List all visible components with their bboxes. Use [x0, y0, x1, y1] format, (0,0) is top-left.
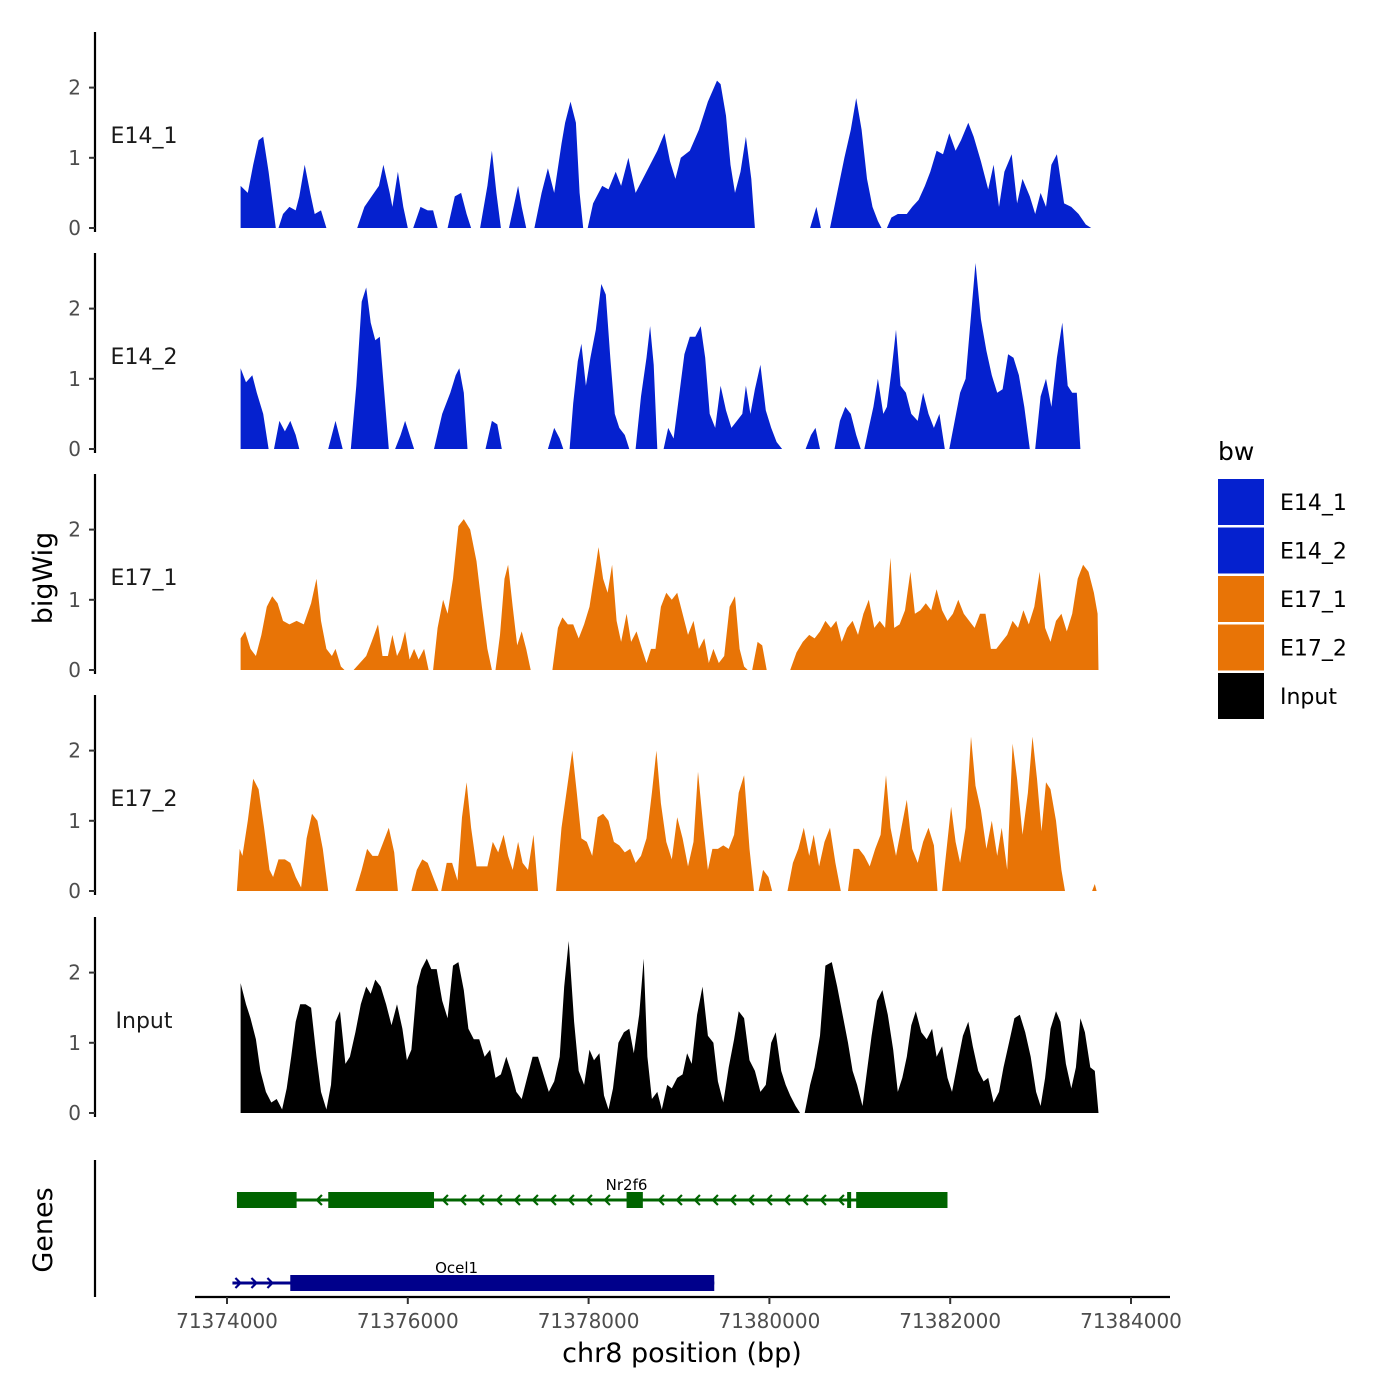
x-tick-label: 71374000: [176, 1309, 278, 1333]
legend: bw E14_1 E14_2 E17_1 E17_2 Input: [1218, 437, 1347, 719]
track-label: E14_1: [111, 124, 178, 149]
strand-arrow-icon: [567, 1194, 575, 1206]
y-tick-label: 2: [68, 297, 81, 321]
exon-block: [856, 1192, 948, 1208]
strand-arrow-icon: [459, 1194, 467, 1206]
legend-label: E17_2: [1280, 637, 1347, 662]
y-tick-label: 1: [68, 146, 81, 170]
y-tick-label: 1: [68, 809, 81, 833]
strand-arrow-icon: [531, 1194, 539, 1206]
gene-label: Nr2f6: [606, 1176, 648, 1194]
legend-label: E14_1: [1280, 491, 1347, 516]
exon-block: [626, 1192, 643, 1208]
track-e17-2: 0 1 2 E17_2: [68, 695, 1097, 903]
strand-arrow-icon: [585, 1194, 593, 1206]
track-label: E17_1: [111, 566, 178, 591]
y-axis-title: bigWig: [28, 532, 59, 625]
y-tick-label: 0: [68, 658, 81, 682]
y-tick-label: 2: [68, 518, 81, 542]
exon-block: [328, 1192, 435, 1208]
genes-axis-title: Genes: [28, 1187, 59, 1272]
strand-arrow-icon: [765, 1194, 773, 1206]
gene-nr2f6: Nr2f6: [236, 1176, 948, 1208]
strand-arrow-icon: [711, 1194, 719, 1206]
strand-arrow-icon: [693, 1194, 701, 1206]
signal-area-e17-2: [236, 736, 1097, 891]
strand-arrow-icon: [513, 1194, 521, 1206]
genes-panel: Nr2f6 Ocel1: [93, 1160, 948, 1297]
strand-arrow-icon: [266, 1277, 274, 1289]
track-label: Input: [116, 1009, 173, 1034]
strand-arrow-icon: [441, 1194, 449, 1206]
strand-arrow-icon: [549, 1194, 557, 1206]
y-tick-label: 1: [68, 588, 81, 612]
strand-arrow-icon: [783, 1194, 791, 1206]
gene-ocel1: Ocel1: [232, 1259, 715, 1291]
x-axis-title: chr8 position (bp): [562, 1338, 802, 1369]
y-tick-label: 0: [68, 216, 81, 240]
exon-block: [290, 1275, 715, 1291]
signal-area-e17-1: [240, 519, 1099, 670]
strand-arrow-icon: [250, 1277, 258, 1289]
legend-swatch: [1218, 527, 1264, 574]
strand-arrow-icon: [729, 1194, 737, 1206]
legend-label: Input: [1280, 685, 1337, 710]
strand-arrow-icon: [801, 1194, 809, 1206]
legend-label: E17_1: [1280, 588, 1347, 613]
signal-area-e14-1: [240, 80, 1092, 228]
track-label: E17_2: [111, 787, 178, 812]
legend-swatch: [1218, 576, 1264, 622]
gene-label: Ocel1: [435, 1259, 478, 1277]
legend-swatch: [1218, 673, 1264, 719]
strand-arrow-icon: [657, 1194, 665, 1206]
x-tick-label: 71380000: [719, 1309, 821, 1333]
y-tick-label: 0: [68, 1101, 81, 1125]
legend-swatch: [1218, 479, 1264, 525]
track-label: E14_2: [111, 345, 178, 370]
legend-swatch: [1218, 624, 1264, 671]
legend-title: bw: [1218, 437, 1254, 466]
legend-label: E14_2: [1280, 540, 1347, 565]
y-tick-label: 0: [68, 879, 81, 903]
x-tick-label: 71378000: [538, 1309, 640, 1333]
strand-arrow-icon: [495, 1194, 503, 1206]
strand-arrow-icon: [234, 1277, 242, 1289]
exon-block: [236, 1192, 297, 1208]
track-e14-2: 0 1 2 E14_2: [68, 253, 1081, 461]
exon-block: [847, 1192, 852, 1208]
signal-area-e14-2: [240, 263, 1081, 449]
track-panels: 0 1 2 E14_1 0 1 2 E14_2 0 1 2 E17_1 0 1 2 E17_2 0 1 2 Input: [68, 32, 1099, 1125]
track-e17-1: 0 1 2 E17_1: [68, 474, 1099, 682]
strand-arrow-icon: [477, 1194, 485, 1206]
track-input: 0 1 2 Input: [68, 917, 1099, 1125]
y-tick-label: 1: [68, 1031, 81, 1055]
x-tick-label: 71384000: [1080, 1309, 1182, 1333]
y-tick-label: 2: [68, 739, 81, 763]
y-tick-label: 1: [68, 367, 81, 391]
x-tick-label: 71376000: [357, 1309, 459, 1333]
strand-arrow-icon: [819, 1194, 827, 1206]
y-tick-label: 2: [68, 76, 81, 100]
x-axis: 71374000 71376000 71378000 71380000 71382000…: [176, 1295, 1182, 1333]
y-tick-label: 2: [68, 961, 81, 985]
track-e14-1: 0 1 2 E14_1: [68, 32, 1092, 240]
strand-arrow-icon: [675, 1194, 683, 1206]
strand-arrow-icon: [837, 1194, 845, 1206]
strand-arrow-icon: [315, 1194, 323, 1206]
strand-arrow-icon: [747, 1194, 755, 1206]
signal-area-input: [240, 941, 1099, 1113]
x-tick-label: 71382000: [899, 1309, 1001, 1333]
strand-arrow-icon: [603, 1194, 611, 1206]
y-tick-label: 0: [68, 437, 81, 461]
